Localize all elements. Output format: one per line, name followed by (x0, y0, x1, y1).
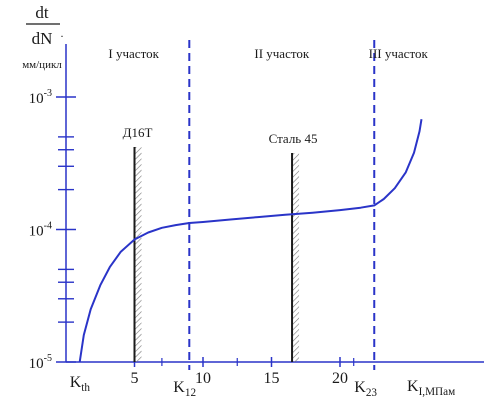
x-axis-label: KI,МПам (407, 378, 455, 398)
y-label-numerator: dt (35, 3, 49, 22)
y-tick-label: 10-4 (29, 221, 52, 240)
material-label: Сталь 45 (269, 131, 318, 146)
region-label: I участок (108, 46, 159, 61)
x-tick-label: 20 (332, 370, 348, 387)
k-marker-12: K12 (173, 379, 196, 399)
material-markers: Д16Т Сталь 45 (123, 125, 318, 362)
series (78, 119, 423, 363)
axes: 10-3 10-4 10-5 5 10 15 20 (29, 44, 484, 387)
material-hatch (134, 147, 142, 362)
y-label-units: мм/цикл (22, 59, 62, 71)
k-marker-th: Kth (70, 374, 91, 394)
region-label: III участок (369, 46, 429, 61)
x-tick-label: 5 (131, 370, 139, 387)
x-tick-label: 10 (195, 370, 211, 387)
axis-labels: Kth K12 K23 KI,МПам (70, 374, 455, 399)
k-marker-23: K23 (354, 379, 377, 399)
y-tick-label: 10-3 (29, 88, 52, 107)
crack-growth-curve (78, 119, 423, 363)
material-hatch (292, 153, 300, 362)
y-label-denominator: dN (32, 29, 53, 48)
x-tick-label: 15 (264, 370, 280, 387)
y-tick-label: 10-5 (29, 353, 52, 372)
y-label-dot: · (60, 29, 64, 43)
region-boundaries: I участок II участок III участок (108, 40, 428, 370)
region-label: II участок (254, 46, 309, 61)
material-label: Д16Т (123, 125, 153, 140)
